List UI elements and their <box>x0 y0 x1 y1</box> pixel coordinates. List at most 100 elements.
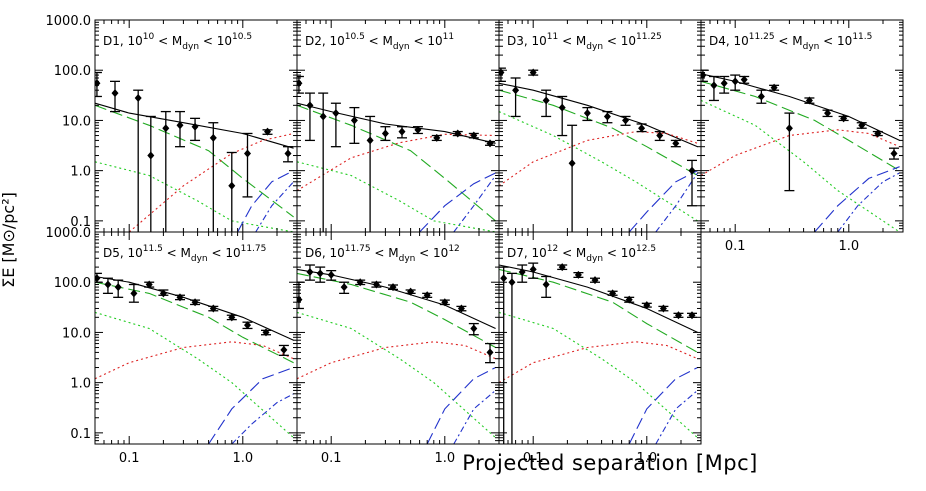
data-point <box>104 280 112 289</box>
data-point <box>316 269 324 278</box>
model-long-dash-blue <box>628 367 698 444</box>
model-curves <box>499 264 698 444</box>
data-point <box>500 274 508 283</box>
model-curves <box>95 102 295 232</box>
model-dotted-red <box>499 131 698 187</box>
x-tick-label: 1.0 <box>434 451 455 466</box>
model-total <box>701 73 900 141</box>
panel-1: 1000.0 100.0 10.0 1.0 0.1 D1, 1010 < Mdyn < 1… <box>46 14 298 233</box>
panel-label: D5, 1011.5 < Mdyn < 1011.75 <box>103 244 266 264</box>
model-long-dash-green <box>297 104 496 222</box>
x-tick-label: 0.1 <box>725 239 746 254</box>
data-point <box>145 280 153 289</box>
data-point <box>874 129 882 138</box>
data-point <box>591 276 599 285</box>
model-total <box>95 102 294 149</box>
data-points <box>297 264 496 364</box>
model-dash-dot-blue <box>655 172 699 232</box>
data-points <box>95 71 294 232</box>
data-point <box>228 181 236 190</box>
panel-7: 0.1 1.0 D7, 1012 < Mdyn < 1012.5 <box>498 231 702 466</box>
data-point <box>209 304 217 313</box>
data-point <box>209 133 217 142</box>
data-point <box>433 133 441 142</box>
data-point <box>134 93 142 102</box>
data-point <box>114 283 122 292</box>
data-point <box>583 109 591 118</box>
model-dash-dot-blue <box>255 181 295 232</box>
panels-layer: 1000.0 100.0 10.0 1.0 0.1 D1, 1010 < Mdyn < 1… <box>46 14 904 466</box>
y-tick-label: 10.0 <box>62 326 91 341</box>
data-point <box>710 81 718 90</box>
y-tick-label: 10.0 <box>62 114 91 129</box>
data-point <box>191 298 199 307</box>
data-point <box>720 79 728 88</box>
data-point <box>542 96 550 105</box>
panel-frame <box>498 231 702 445</box>
data-point <box>757 92 765 101</box>
data-point <box>366 136 374 145</box>
data-point <box>244 321 252 330</box>
data-point <box>688 311 696 320</box>
panel-2: D2, 1010.5 < Mdyn < 1011 <box>296 19 500 233</box>
model-long-dash-blue <box>208 366 294 444</box>
y-tick-label: 0.1 <box>70 215 91 230</box>
data-point <box>512 86 520 95</box>
model-long-dash-blue <box>237 170 294 232</box>
model-dotted-green <box>499 311 698 439</box>
data-point <box>805 96 813 105</box>
data-point <box>95 79 101 88</box>
model-dotted-red <box>128 132 294 232</box>
model-dotted-red <box>95 341 294 380</box>
data-point <box>638 124 646 133</box>
data-point <box>785 124 793 133</box>
data-point <box>574 270 582 279</box>
panel-label: D7, 1012 < Mdyn < 1012.5 <box>507 244 656 264</box>
model-total <box>499 82 698 148</box>
x-tick-label: 0.1 <box>523 451 544 466</box>
model-dotted-red <box>297 341 496 380</box>
data-point <box>558 263 566 272</box>
data-point <box>130 289 138 298</box>
x-tick-label: 1.0 <box>838 239 859 254</box>
model-total <box>297 102 496 144</box>
data-point <box>95 274 101 283</box>
data-point <box>176 293 184 302</box>
data-point <box>319 112 327 121</box>
model-dash-dot-blue <box>655 389 698 444</box>
y-tick-label: 1000.0 <box>46 14 92 29</box>
data-point <box>840 114 848 123</box>
model-total <box>499 264 698 333</box>
data-point <box>454 129 462 138</box>
data-point <box>389 283 397 292</box>
data-point <box>327 270 335 279</box>
model-long-dash-green <box>297 272 496 348</box>
model-long-dash-blue <box>419 172 496 232</box>
data-point <box>332 109 340 118</box>
panel-label: D1, 1010 < Mdyn < 1010.5 <box>103 32 252 52</box>
panel-3: D3, 1011 < Mdyn < 1011.25 <box>498 19 702 233</box>
data-point <box>111 89 119 98</box>
data-point <box>890 149 898 158</box>
model-dotted-green <box>297 161 496 232</box>
data-point <box>470 324 478 333</box>
data-point <box>176 121 184 130</box>
y-tick-label: 100.0 <box>54 64 91 79</box>
panel-label: D4, 1011.25 < Mdyn < 1011.5 <box>709 32 872 52</box>
model-long-dash-blue <box>814 166 900 232</box>
data-point <box>770 83 778 92</box>
model-long-dash-blue <box>628 170 698 232</box>
data-points <box>499 67 698 232</box>
data-point <box>398 127 406 136</box>
data-point <box>356 278 364 287</box>
data-point <box>643 301 651 310</box>
model-long-dash-green <box>95 104 294 218</box>
model-dash-dot-blue <box>837 172 900 232</box>
data-point <box>159 289 167 298</box>
data-points <box>701 69 900 192</box>
model-dash-dot-blue <box>453 175 497 232</box>
data-point <box>350 116 358 125</box>
data-point <box>656 131 664 140</box>
data-point <box>674 311 682 320</box>
data-point <box>672 139 680 148</box>
